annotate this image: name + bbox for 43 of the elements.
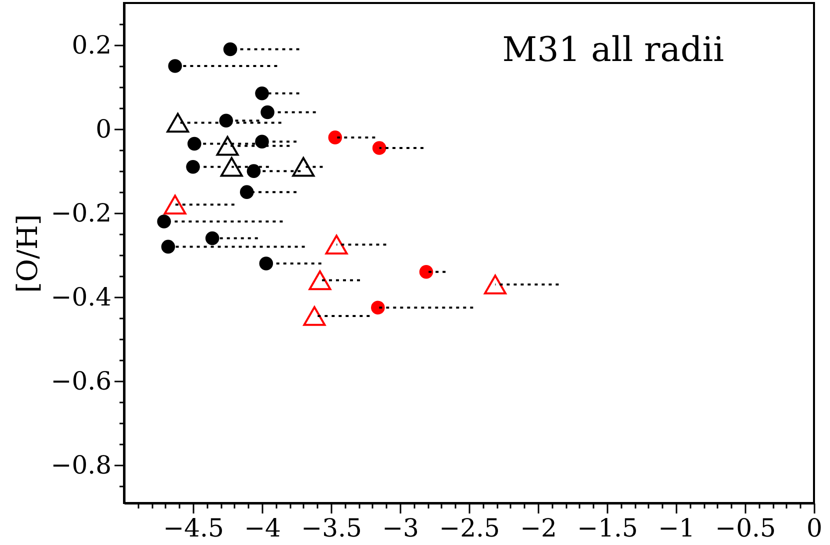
y-axis-title: [O/H] (10, 214, 44, 293)
x-tick-label: −1.5 (577, 514, 638, 542)
point (240, 185, 254, 199)
point (328, 130, 342, 144)
point (303, 306, 326, 326)
point (187, 136, 202, 151)
point (186, 160, 200, 174)
y-tick-label: 0 (96, 114, 112, 144)
point (372, 141, 386, 155)
x-tick-label: −3.5 (301, 514, 362, 542)
x-tick-label: −3 (382, 514, 419, 542)
annotation: M31 all radii (502, 30, 724, 70)
x-tick-label: −2 (520, 514, 557, 542)
point (259, 256, 274, 270)
point (168, 59, 182, 73)
x-tick-label: −1 (658, 514, 695, 542)
y-tick-label: −0.8 (50, 450, 112, 480)
point (164, 194, 186, 215)
point (484, 274, 506, 294)
point (419, 265, 434, 279)
y-tick-label: 0.2 (72, 30, 112, 60)
point (161, 240, 176, 254)
x-tick-label: −0.5 (715, 514, 776, 542)
x-tick-label: 0 (806, 514, 822, 542)
point (260, 105, 274, 120)
point (255, 86, 269, 100)
x-tick-label: −2.5 (439, 514, 500, 542)
y-tick-label: −0.4 (50, 282, 112, 312)
point (157, 214, 171, 228)
point (371, 300, 385, 314)
x-tick-label: −4.5 (163, 514, 224, 542)
point (220, 156, 243, 177)
point (246, 164, 261, 178)
y-tick-label: −0.6 (50, 366, 112, 396)
point (325, 234, 348, 254)
point (166, 112, 190, 133)
point (223, 42, 238, 56)
point (205, 231, 220, 246)
y-tick-label: −0.2 (50, 198, 112, 228)
point (216, 136, 239, 156)
x-tick-label: −4 (244, 514, 281, 542)
point (292, 156, 315, 177)
point (308, 270, 332, 290)
